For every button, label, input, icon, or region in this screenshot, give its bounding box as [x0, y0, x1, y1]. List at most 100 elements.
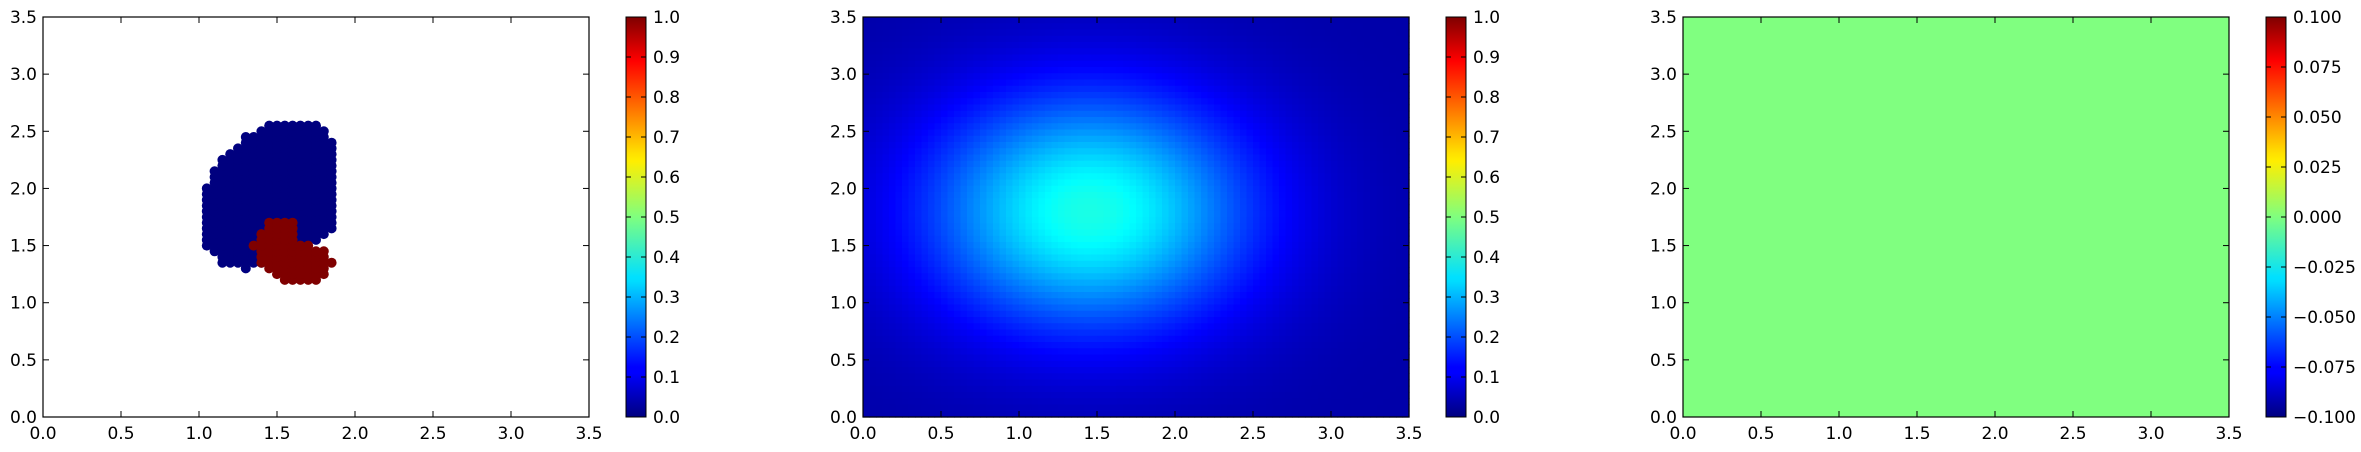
heatmap-cell: [1311, 385, 1319, 393]
heatmap-cell: [1240, 292, 1248, 299]
heatmap-cell: [928, 123, 936, 131]
heatmap-cell: [1077, 335, 1085, 343]
heatmap-cell: [1194, 410, 1202, 418]
heatmap-cell: [889, 354, 897, 362]
heatmap-cell: [986, 260, 994, 268]
heatmap-cell: [986, 67, 994, 74]
heatmap-cell: [954, 342, 962, 349]
heatmap-cell: [941, 42, 949, 49]
heatmap-cell: [960, 123, 968, 131]
heatmap-cell: [1149, 410, 1157, 418]
heatmap-cell: [1194, 260, 1202, 268]
heatmap-cell: [1136, 335, 1144, 343]
heatmap-cell: [1285, 73, 1293, 81]
heatmap-cell: [1051, 67, 1059, 74]
heatmap-cell: [1155, 167, 1163, 174]
heatmap-cell: [915, 335, 923, 343]
heatmap-cell: [1142, 323, 1150, 331]
heatmap-cell: [1097, 292, 1105, 299]
heatmap-cell: [928, 142, 936, 149]
heatmap-cell: [1084, 179, 1092, 187]
heatmap-cell: [1162, 329, 1170, 337]
heatmap-cell: [1038, 67, 1046, 74]
heatmap-cell: [1064, 310, 1072, 318]
heatmap-cell: [1129, 110, 1137, 118]
heatmap-cell: [895, 179, 903, 187]
heatmap-cell: [967, 260, 975, 268]
heatmap-cell: [1279, 323, 1287, 331]
heatmap-cell: [1116, 373, 1124, 381]
heatmap-cell: [999, 129, 1007, 137]
heatmap-cell: [993, 110, 1001, 118]
heatmap-cell: [869, 167, 877, 174]
heatmap-cell: [895, 398, 903, 406]
heatmap-cell: [1045, 298, 1053, 306]
heatmap-cell: [1175, 373, 1183, 381]
heatmap-cell: [986, 167, 994, 174]
heatmap-cell: [1110, 360, 1118, 368]
heatmap-cell: [876, 367, 884, 374]
heatmap-cell: [960, 279, 968, 287]
heatmap-cell: [908, 285, 916, 293]
heatmap-cell: [869, 310, 877, 318]
heatmap-cell: [1012, 385, 1020, 393]
heatmap-cell: [1168, 223, 1176, 231]
heatmap-cell: [928, 160, 936, 168]
heatmap-cell: [1253, 348, 1261, 356]
heatmap-cell: [928, 29, 936, 37]
heatmap-cell: [934, 267, 942, 274]
heatmap-cell: [1045, 204, 1053, 212]
heatmap-cell: [1298, 148, 1306, 156]
heatmap-cell: [1045, 104, 1053, 112]
heatmap-cell: [1045, 398, 1053, 406]
heatmap-cell: [1259, 398, 1267, 406]
heatmap-cell: [895, 260, 903, 268]
heatmap-cell: [1272, 329, 1280, 337]
heatmap-cell: [1019, 135, 1027, 143]
heatmap-cell: [1305, 192, 1313, 199]
heatmap-cell: [1279, 379, 1287, 387]
heatmap-cell: [954, 242, 962, 249]
heatmap-cell: [1071, 110, 1079, 118]
heatmap-cell: [1279, 242, 1287, 249]
heatmap-cell: [1025, 329, 1033, 337]
heatmap-cell: [954, 123, 962, 131]
heatmap-cell: [1311, 342, 1319, 349]
heatmap-cell: [895, 92, 903, 99]
heatmap-cell: [1227, 242, 1235, 249]
heatmap-cell: [1207, 179, 1215, 187]
heatmap-cell: [1246, 23, 1254, 31]
heatmap-cell: [1097, 160, 1105, 168]
heatmap-cell: [1272, 298, 1280, 306]
heatmap-cell: [1019, 379, 1027, 387]
heatmap-cell: [1032, 279, 1040, 287]
heatmap-cell: [1110, 317, 1118, 324]
heatmap-cell: [1077, 298, 1085, 306]
heatmap-cell: [1097, 260, 1105, 268]
heatmap-cell: [921, 73, 929, 81]
heatmap-cell: [1214, 29, 1222, 37]
heatmap-cell: [1181, 298, 1189, 306]
heatmap-cell: [1051, 254, 1059, 262]
heatmap-cell: [1259, 60, 1267, 68]
heatmap-cell: [1253, 73, 1261, 81]
heatmap-cell: [1077, 329, 1085, 337]
heatmap-cell: [889, 79, 897, 87]
heatmap-cell: [908, 304, 916, 312]
heatmap-cell: [882, 185, 890, 193]
heatmap-cell: [1064, 342, 1072, 349]
heatmap-cell: [960, 129, 968, 137]
heatmap-cell: [1181, 354, 1189, 362]
heatmap-cell: [1116, 23, 1124, 31]
heatmap-cell: [915, 167, 923, 174]
heatmap-cell: [1311, 160, 1319, 168]
heatmap-cell: [993, 179, 1001, 187]
heatmap-cell: [1006, 267, 1014, 274]
heatmap-cell: [1220, 29, 1228, 37]
heatmap-cell: [902, 317, 910, 324]
heatmap-cell: [1162, 23, 1170, 31]
heatmap-cell: [1168, 148, 1176, 156]
heatmap-cell: [1214, 335, 1222, 343]
heatmap-cell: [1077, 360, 1085, 368]
heatmap-cell: [1240, 317, 1248, 324]
